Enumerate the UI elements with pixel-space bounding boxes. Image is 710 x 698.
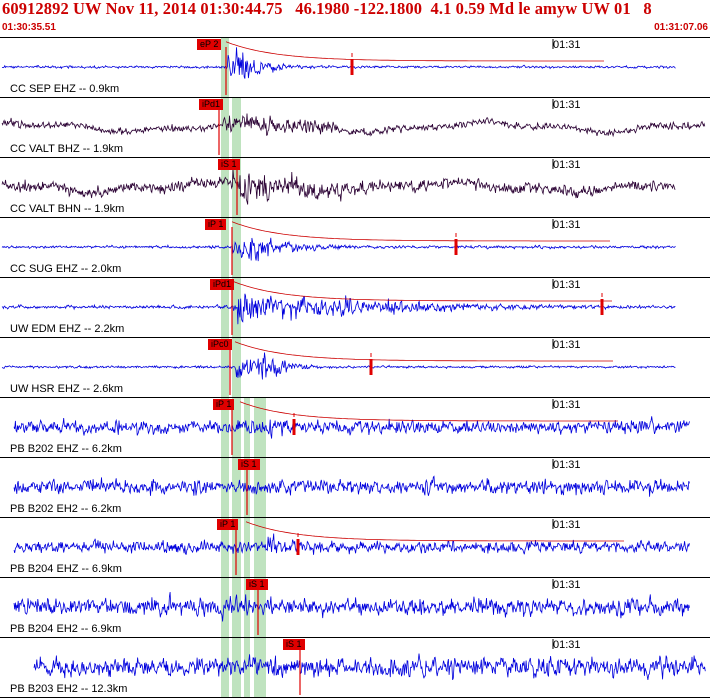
trace-row <box>1 39 676 95</box>
waveform <box>13 591 690 622</box>
phase-pick-label: eP 2 <box>197 39 222 50</box>
phase-pick-label: iPc0 <box>208 339 232 350</box>
coda-pick-marker <box>600 299 604 315</box>
waveform <box>1 169 676 205</box>
station-label: UW HSR EHZ -- 2.6km <box>10 383 124 395</box>
station-label: PB B204 EH2 -- 6.9km <box>10 623 122 635</box>
waveform <box>13 533 690 555</box>
phase-pick-label: iS 1 <box>246 579 268 590</box>
trace-row <box>1 99 706 155</box>
station-label: PB B203 EH2 -- 12.3km <box>10 683 128 695</box>
trace-row <box>13 459 690 515</box>
event-header: 60912892 UW Nov 11, 2014 01:30:44.75 46.… <box>0 0 710 37</box>
waveform <box>33 653 706 681</box>
station-label: PB B204 EHZ -- 6.9km <box>10 563 122 575</box>
minute-tick-label: 01:31 <box>553 399 581 411</box>
trace-row <box>1 219 676 275</box>
coda-decay-curve <box>234 341 613 362</box>
coda-pick-marker <box>296 539 300 555</box>
trace-row <box>1 159 676 215</box>
trace-row <box>13 399 690 455</box>
trace-row <box>13 579 690 635</box>
phase-pick-label: iS 1 <box>218 159 240 170</box>
waveform <box>1 352 676 380</box>
minute-tick-label: 01:31 <box>553 279 581 291</box>
phase-pick-label: iP 1 <box>217 519 239 530</box>
minute-tick-label: 01:31 <box>553 459 581 471</box>
coda-pick-marker <box>350 59 354 75</box>
phase-pick-label: iP 1 <box>205 219 227 230</box>
waveform <box>1 293 676 325</box>
event-title: 60912892 UW Nov 11, 2014 01:30:44.75 46.… <box>2 0 652 18</box>
trace-row <box>1 279 676 335</box>
seismogram-plot: eP 2 01:31 CC SEP EHZ -- 0.9km iPd1 01:31 CC … <box>0 37 710 698</box>
coda-decay-curve <box>233 281 612 302</box>
station-label: CC SEP EHZ -- 0.9km <box>10 83 120 95</box>
trace-row <box>13 519 690 575</box>
window-band <box>244 397 250 698</box>
coda-pick-marker <box>454 239 458 255</box>
station-label: UW EDM EHZ -- 2.2km <box>10 323 125 335</box>
waveform <box>1 237 676 262</box>
trace-row <box>33 639 706 695</box>
minute-tick-label: 01:31 <box>553 159 581 171</box>
waveform <box>1 47 676 79</box>
station-label: CC VALT BHZ -- 1.9km <box>10 143 124 155</box>
station-label: CC VALT BHN -- 1.9km <box>10 203 125 215</box>
start-time-label: 01:30:35.51 <box>2 22 56 33</box>
station-label: CC SUG EHZ -- 2.0km <box>10 263 122 275</box>
trace-row <box>1 339 676 395</box>
waveform <box>13 416 690 439</box>
minute-tick-label: 01:31 <box>553 39 581 51</box>
phase-pick-label: iPd1 <box>199 99 224 110</box>
window-band <box>254 397 266 698</box>
phase-pick-label: iS 1 <box>283 639 305 650</box>
waveform <box>1 113 706 138</box>
coda-decay-curve <box>239 401 618 422</box>
station-label: PB B202 EHZ -- 6.2km <box>10 443 122 455</box>
phase-pick-label: iP 1 <box>213 399 235 410</box>
coda-pick-marker <box>369 359 373 375</box>
minute-tick-label: 01:31 <box>553 639 581 651</box>
waveform <box>13 475 690 497</box>
coda-pick-marker <box>292 419 296 435</box>
phase-pick-label: iPd1 <box>210 279 235 290</box>
minute-tick-label: 01:31 <box>553 579 581 591</box>
minute-tick-label: 01:31 <box>553 99 581 111</box>
coda-decay-curve <box>245 521 624 542</box>
seismogram-traces <box>0 37 710 698</box>
minute-tick-label: 01:31 <box>553 339 581 351</box>
coda-decay-curve <box>225 41 604 62</box>
coda-decay-curve <box>231 221 610 242</box>
minute-tick-label: 01:31 <box>553 519 581 531</box>
end-time-label: 01:31:07.06 <box>654 22 708 33</box>
phase-pick-label: iS 1 <box>238 459 260 470</box>
station-label: PB B202 EH2 -- 6.2km <box>10 503 122 515</box>
minute-tick-label: 01:31 <box>553 219 581 231</box>
